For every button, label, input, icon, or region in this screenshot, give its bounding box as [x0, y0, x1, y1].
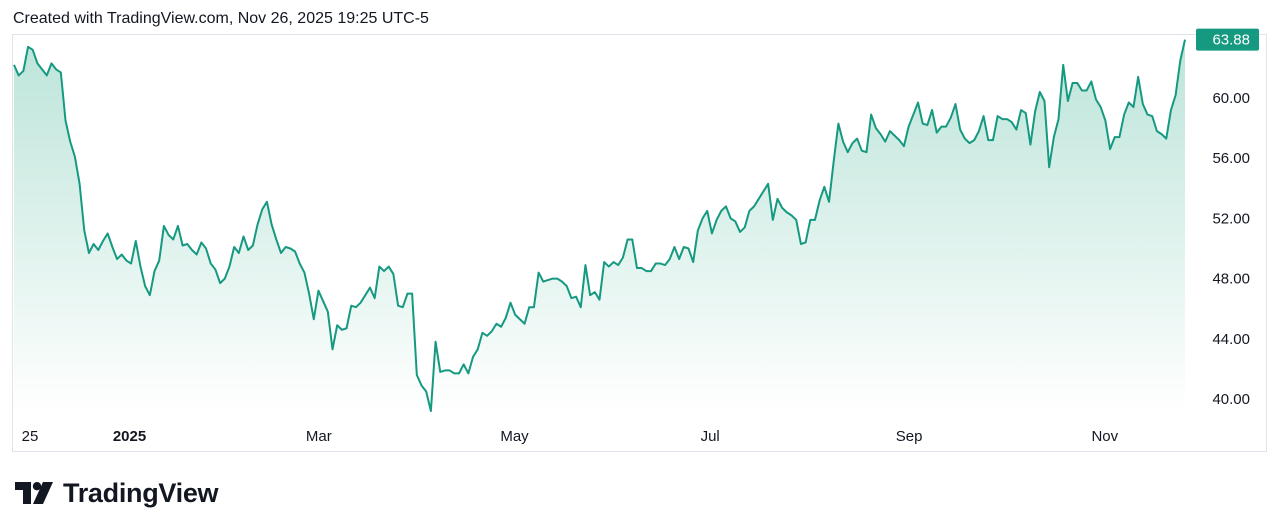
tradingview-logo-text: TradingView — [63, 477, 219, 508]
x-tick-label: May — [500, 428, 529, 445]
y-tick-label: 44.00 — [1212, 331, 1250, 348]
x-axis: 25 2025 Mar May Jul Sep Nov — [22, 428, 1119, 445]
x-tick-label: 25 — [22, 428, 39, 445]
tradingview-logo[interactable]: TradingView — [15, 476, 219, 510]
y-tick-label: 48.00 — [1212, 271, 1250, 288]
y-tick-label: 60.00 — [1212, 90, 1250, 107]
last-price-label: 63.88 — [1212, 32, 1250, 49]
x-tick-label: Nov — [1091, 428, 1118, 445]
y-axis: 60.00 56.00 52.00 48.00 44.00 40.00 — [1212, 90, 1250, 408]
price-area-fill — [14, 39, 1185, 412]
y-tick-label: 40.00 — [1212, 391, 1250, 408]
chart-attribution-header: Created with TradingView.com, Nov 26, 20… — [13, 10, 429, 27]
x-tick-label: Jul — [701, 428, 720, 445]
y-tick-label: 56.00 — [1212, 150, 1250, 167]
price-chart[interactable]: 60.00 56.00 52.00 48.00 44.00 40.00 25 2025 Mar… — [0, 0, 1280, 460]
price-series-line[interactable] — [13, 39, 1186, 413]
x-tick-label: Mar — [306, 428, 332, 445]
tradingview-logo-icon — [15, 482, 53, 504]
y-tick-label: 52.00 — [1212, 210, 1250, 227]
x-tick-label: Sep — [896, 428, 923, 445]
x-tick-label: 2025 — [113, 428, 146, 445]
last-price-badge — [1196, 28, 1259, 51]
chart-frame — [12, 34, 1267, 452]
